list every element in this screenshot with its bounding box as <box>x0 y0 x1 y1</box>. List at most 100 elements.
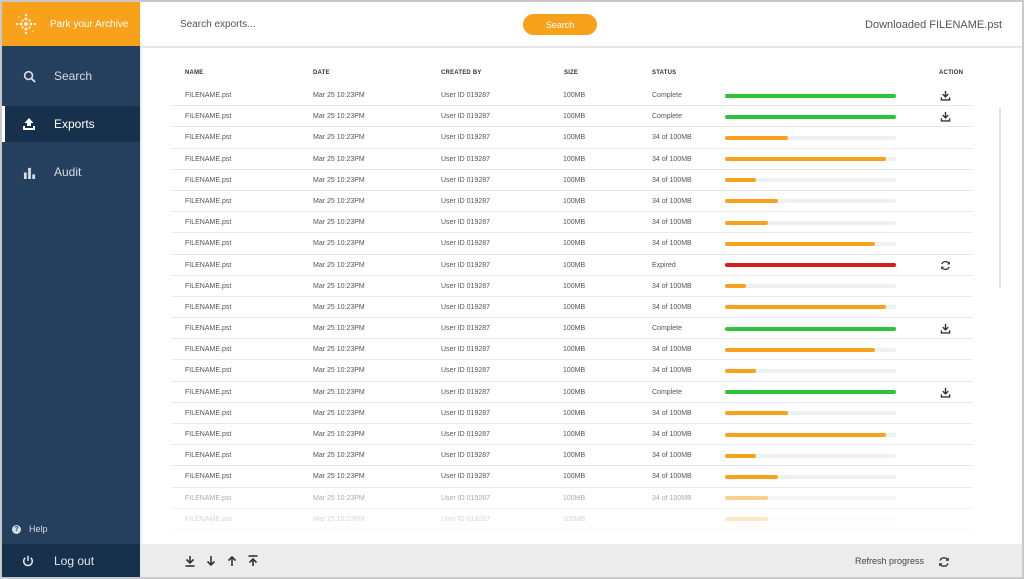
cell-size: 100MB <box>563 261 586 269</box>
progress-bar <box>725 305 896 310</box>
progress-fill <box>725 517 768 522</box>
scroll-top-icon[interactable] <box>247 555 259 567</box>
table-row[interactable]: FILENAME.pst Mar 25 10:23PM User ID 019287… <box>172 233 972 255</box>
table-row[interactable]: FILENAME.pst Mar 25 10:23PM User ID 019287… <box>172 509 972 530</box>
cell-name: FILENAME.pst <box>185 409 232 417</box>
progress-fill <box>725 474 778 479</box>
cell-date: Mar 25 10:23PM <box>313 261 365 269</box>
progress-fill <box>725 305 886 310</box>
progress-bar <box>725 178 896 183</box>
progress-bar <box>725 347 896 352</box>
logout-button[interactable]: Log out <box>2 544 140 577</box>
cell-created-by: User ID 019287 <box>441 113 491 121</box>
cell-status: 34 of 100MB <box>652 303 692 311</box>
table-row[interactable]: FILENAME.pst Mar 25 10:23PM User ID 019287… <box>172 360 972 382</box>
cell-created-by: User ID 019287 <box>441 197 491 205</box>
cell-size: 100MB <box>563 473 586 481</box>
progress-bar <box>725 199 896 204</box>
cell-date: Mar 25 10:23PM <box>313 113 365 121</box>
table-row[interactable]: FILENAME.pst Mar 25 10:23PM User ID 019287… <box>172 255 972 276</box>
sidebar-item-audit[interactable]: Audit <box>2 154 140 190</box>
cell-status: 34 of 100MB <box>652 282 692 290</box>
cell-size: 100MB <box>563 303 586 311</box>
cell-size: 100MB <box>563 176 586 184</box>
help-link[interactable]: ? Help <box>12 524 48 534</box>
refresh-icon[interactable] <box>940 260 952 272</box>
table-row[interactable]: FILENAME.pst Mar 25 10:23PM User ID 019287… <box>172 276 972 297</box>
table-row[interactable]: FILENAME.pst Mar 25 10:23PM User ID 019287… <box>172 212 972 234</box>
search-input[interactable] <box>180 15 480 33</box>
cell-size: 100MB <box>563 431 586 438</box>
progress-bar <box>725 114 896 119</box>
scrollbar[interactable] <box>999 108 1001 288</box>
cell-date: Mar 25 10:23PM <box>313 494 365 502</box>
table-row[interactable]: FILENAME.pst Mar 25 10:23PM User ID 019287… <box>172 424 972 446</box>
table-row[interactable]: FILENAME.pst Mar 25 10:23PM User ID 019287… <box>172 488 972 509</box>
cell-status: Complete <box>652 113 682 121</box>
cell-status: 34 of 100MB <box>652 452 692 460</box>
cell-name: FILENAME.pst <box>185 134 232 142</box>
cell-status: 34 of 100MB <box>652 494 692 502</box>
progress-fill <box>725 220 768 225</box>
cell-size: 100MB <box>563 92 586 99</box>
table-row[interactable]: FILENAME.pst Mar 25 10:23PM User ID 019287… <box>172 297 972 319</box>
table-row[interactable]: FILENAME.pst Mar 25 10:23PM User ID 019287… <box>172 403 972 424</box>
download-icon[interactable] <box>940 387 952 399</box>
progress-bar <box>725 157 896 162</box>
cell-date: Mar 25 10:23PM <box>313 473 365 481</box>
progress-bar <box>725 432 896 437</box>
cell-status: Complete <box>652 92 682 99</box>
search-button[interactable]: Search <box>523 14 597 35</box>
progress-fill <box>725 263 896 267</box>
cell-date: Mar 25 10:23PM <box>313 367 365 375</box>
scroll-bottom-icon[interactable] <box>184 555 196 567</box>
table-row[interactable]: FILENAME.pst Mar 25 10:23PM User ID 019287… <box>172 318 972 340</box>
progress-bar <box>725 326 896 331</box>
table-row[interactable]: FILENAME.pst Mar 25 10:23PM User ID 019287… <box>172 85 972 107</box>
table-row[interactable]: FILENAME.pst Mar 25 10:23PM User ID 019287… <box>172 106 972 128</box>
download-icon[interactable] <box>940 90 952 102</box>
table-row[interactable]: FILENAME.pst Mar 25 10:23PM User ID 019287… <box>172 170 972 191</box>
table-row[interactable]: FILENAME.pst Mar 25 10:23PM User ID 019287… <box>172 191 972 213</box>
table-row[interactable]: FILENAME.pst Mar 25 10:23PM User ID 019287… <box>172 382 972 403</box>
cell-size: 100MB <box>563 367 586 375</box>
progress-fill <box>725 199 778 204</box>
brand[interactable]: Park your Archive <box>2 2 140 46</box>
arrow-down-icon[interactable] <box>205 555 217 567</box>
table-row[interactable]: FILENAME.pst Mar 25 10:23PM User ID 019287… <box>172 149 972 170</box>
sidebar-item-label: Exports <box>54 117 95 131</box>
cell-name: FILENAME.pst <box>185 388 232 396</box>
refresh-icon[interactable] <box>938 555 950 567</box>
table-row[interactable]: FILENAME.pst Mar 25 10:23PM User ID 019287… <box>172 127 972 149</box>
sidebar-item-exports[interactable]: Exports <box>2 106 140 142</box>
cell-size: 100MB <box>563 325 586 333</box>
download-icon[interactable] <box>940 111 952 123</box>
cell-name: FILENAME.pst <box>185 325 232 333</box>
topbar: Search Downloaded FILENAME.pst <box>140 2 1022 46</box>
cell-date: Mar 25 10:23PM <box>313 134 365 142</box>
cell-date: Mar 25 10:23PM <box>313 219 365 227</box>
sidebar-item-search[interactable]: Search <box>2 58 140 94</box>
progress-fill <box>725 135 789 140</box>
cell-name: FILENAME.pst <box>185 219 232 227</box>
progress-bar <box>725 93 896 98</box>
cell-name: FILENAME.pst <box>185 346 232 354</box>
table-row[interactable]: FILENAME.pst Mar 25 10:23PM User ID 019287… <box>172 445 972 467</box>
cell-name: FILENAME.pst <box>185 176 232 184</box>
progress-bar <box>725 453 896 458</box>
cell-status: 34 of 100MB <box>652 134 692 142</box>
help-label: Help <box>29 524 48 534</box>
cell-created-by: User ID 019287 <box>441 431 491 438</box>
download-icon[interactable] <box>940 323 952 335</box>
column-header-status: STATUS <box>652 70 677 76</box>
column-header-created-by: CREATED BY <box>441 70 482 76</box>
table-row[interactable]: FILENAME.pst Mar 25 10:23PM User ID 019287… <box>172 466 972 488</box>
cell-status: 34 of 100MB <box>652 240 692 248</box>
sidebar-item-label: Search <box>54 69 93 83</box>
cell-status: Complete <box>652 388 682 396</box>
table-header: NAME DATE CREATED BY SIZE STATUS ACTION <box>172 70 972 82</box>
cell-size: 100MB <box>563 452 586 460</box>
table-row[interactable]: FILENAME.pst Mar 25 10:23PM User ID 019287… <box>172 339 972 361</box>
cell-date: Mar 25 10:23PM <box>313 92 365 99</box>
arrow-up-icon[interactable] <box>226 555 238 567</box>
